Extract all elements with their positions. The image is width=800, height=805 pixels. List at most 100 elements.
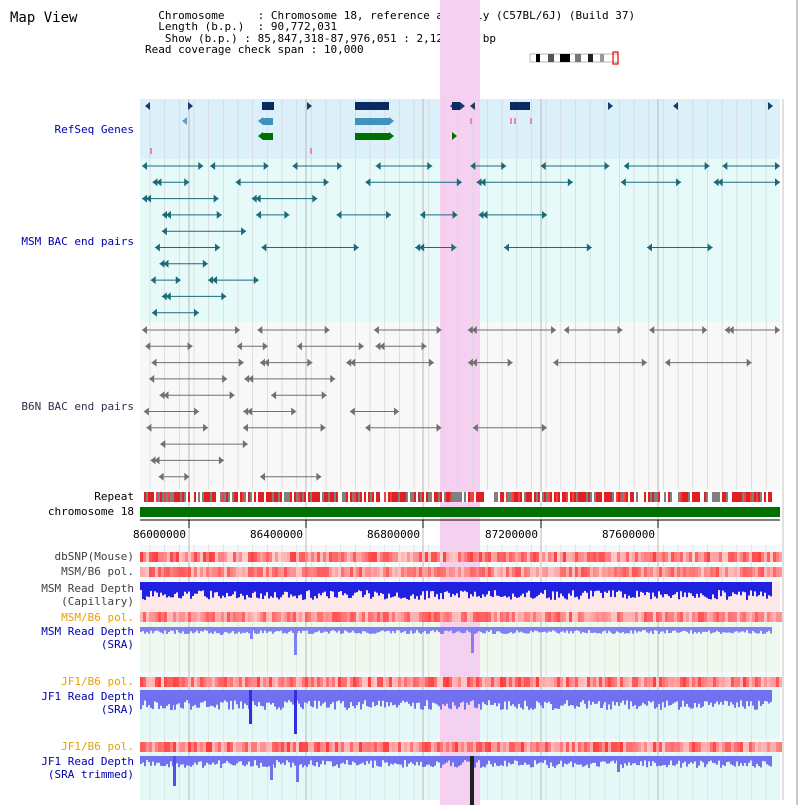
- jf1-pol-cell: [284, 677, 287, 687]
- track-label-msm-bac[interactable]: MSM BAC end pairs: [21, 235, 134, 248]
- repeat-cell: [212, 492, 214, 502]
- msm-pol-cell: [542, 567, 545, 577]
- track-label-msm-depth-sra-1[interactable]: MSM Read Depth: [41, 625, 134, 638]
- show-label: Show (b.p.): [164, 31, 238, 45]
- msm-pol2-cell: [686, 612, 689, 622]
- dbsnp-cell: [200, 552, 203, 562]
- repeat-cell: [390, 492, 392, 502]
- msm-sra-bar: [568, 627, 570, 634]
- msm-sra-bar: [180, 627, 182, 634]
- msm-pol2-cell: [527, 612, 530, 622]
- repeat-cell: [500, 492, 502, 502]
- msm-sra-bar: [752, 627, 754, 631]
- jf1-trim-bar: [146, 756, 148, 761]
- track-label-msm-b6-pol-1[interactable]: MSM/B6 pol.: [61, 565, 134, 578]
- jf1-pol2-cell: [617, 742, 620, 752]
- msm-cap-bar: [678, 582, 680, 600]
- jf1-trim-bar: [354, 756, 356, 763]
- msm-sra-bar: [202, 627, 204, 632]
- msm-pol-cell: [230, 567, 233, 577]
- jf1-pol-cell: [752, 677, 755, 687]
- jf1-trim-bar: [636, 756, 638, 766]
- jf1-pol-cell: [686, 677, 689, 687]
- msm-pol-cell: [506, 567, 509, 577]
- gene-arrow: [507, 358, 513, 367]
- msm-pol-cell: [215, 567, 218, 577]
- dbsnp-cell: [557, 552, 560, 562]
- gene-arrow: [145, 102, 150, 110]
- msm-pol2-cell: [674, 612, 677, 622]
- jf1-pol-cell: [347, 677, 350, 687]
- jf1-trim-bar: [552, 756, 554, 767]
- jf1-pol2-cell: [515, 742, 518, 752]
- repeat-cell: [768, 492, 770, 502]
- msm-cap-bar: [658, 582, 660, 592]
- msm-pol-cell: [479, 567, 482, 577]
- jf1-pol2-cell: [365, 742, 368, 752]
- gene-arrow: [258, 132, 263, 140]
- msm-pol2-cell: [512, 612, 515, 622]
- msm-pol2-cell: [746, 612, 749, 622]
- msm-cap-bar: [354, 582, 356, 593]
- jf1-sra-bar: [406, 690, 408, 702]
- track-label-refseq[interactable]: RefSeq Genes: [54, 123, 134, 136]
- msm-sra-bar: [208, 627, 210, 634]
- repeat-cell: [250, 492, 252, 502]
- track-label-jf1-b6-pol-2[interactable]: JF1/B6 pol.: [61, 740, 134, 753]
- track-label-jf1-depth-trim-1[interactable]: JF1 Read Depth: [41, 755, 134, 768]
- jf1-sra-bar: [528, 690, 530, 710]
- jf1-sra-bar: [748, 690, 750, 707]
- jf1-trim-bar: [578, 756, 580, 765]
- msm-pol-cell: [359, 567, 362, 577]
- track-label-dbsnp[interactable]: dbSNP(Mouse): [54, 550, 134, 563]
- track-label-msm-depth-cap-1[interactable]: MSM Read Depth: [41, 582, 134, 595]
- msm-pol-cell: [530, 567, 533, 577]
- msm-sra-bar: [308, 627, 310, 634]
- msm-sra-bar: [316, 627, 318, 633]
- repeat-cell: [534, 492, 536, 502]
- msm-cap-bar: [550, 582, 552, 600]
- jf1-trim-bar: [422, 756, 424, 767]
- track-label-jf1-depth-sra-1[interactable]: JF1 Read Depth: [41, 690, 134, 703]
- jf1-sra-bar: [368, 690, 370, 707]
- jf1-sra-bar: [230, 690, 232, 701]
- repeat-cell: [146, 492, 148, 502]
- gene-arrow: [540, 162, 546, 170]
- repeat-cell: [510, 492, 512, 502]
- msm-sra-bar: [704, 627, 706, 632]
- jf1-pol2-cell: [404, 742, 407, 752]
- msm-sra-bar: [158, 627, 160, 632]
- track-label-msm-b6-pol-2[interactable]: MSM/B6 pol.: [61, 611, 134, 624]
- jf1-pol2-cell: [377, 742, 380, 752]
- jf1-sra-bar: [418, 690, 420, 703]
- msm-pol2-cell: [248, 612, 251, 622]
- msm-cap-bar: [584, 582, 586, 591]
- jf1-sra-bar: [762, 690, 764, 705]
- track-label-b6n-bac[interactable]: B6N BAC end pairs: [21, 400, 134, 413]
- msm-cap-bar: [222, 582, 224, 596]
- dbsnp-cell: [329, 552, 332, 562]
- msm-pol-cell: [389, 567, 392, 577]
- msm-cap-bar: [640, 582, 642, 592]
- jf1-sra-bar: [718, 690, 720, 705]
- jf1-sra-bar: [730, 690, 732, 703]
- msm-cap-bar: [346, 582, 348, 595]
- msm-cap-bar: [290, 582, 292, 595]
- msm-pol-cell: [746, 567, 749, 577]
- jf1-trim-bar: [188, 756, 190, 766]
- jf1-sra-bar: [604, 690, 606, 703]
- dbsnp-cell: [203, 552, 206, 562]
- track-label-repeat[interactable]: Repeat: [94, 490, 134, 503]
- jf1-trim-bar: [504, 756, 506, 761]
- jf1-pol2-cell: [761, 742, 764, 752]
- track-label-jf1-b6-pol-1[interactable]: JF1/B6 pol.: [61, 675, 134, 688]
- repeat-cell: [370, 492, 372, 502]
- msm-pol-cell: [725, 567, 728, 577]
- jf1-pol-cell: [377, 677, 380, 687]
- jf1-sra-bar: [648, 690, 650, 701]
- track-label-chromosome[interactable]: chromosome 18: [47, 505, 134, 518]
- gene-arrow: [476, 178, 482, 187]
- msm-cap-bar: [762, 582, 764, 597]
- gene-mark: [310, 148, 312, 154]
